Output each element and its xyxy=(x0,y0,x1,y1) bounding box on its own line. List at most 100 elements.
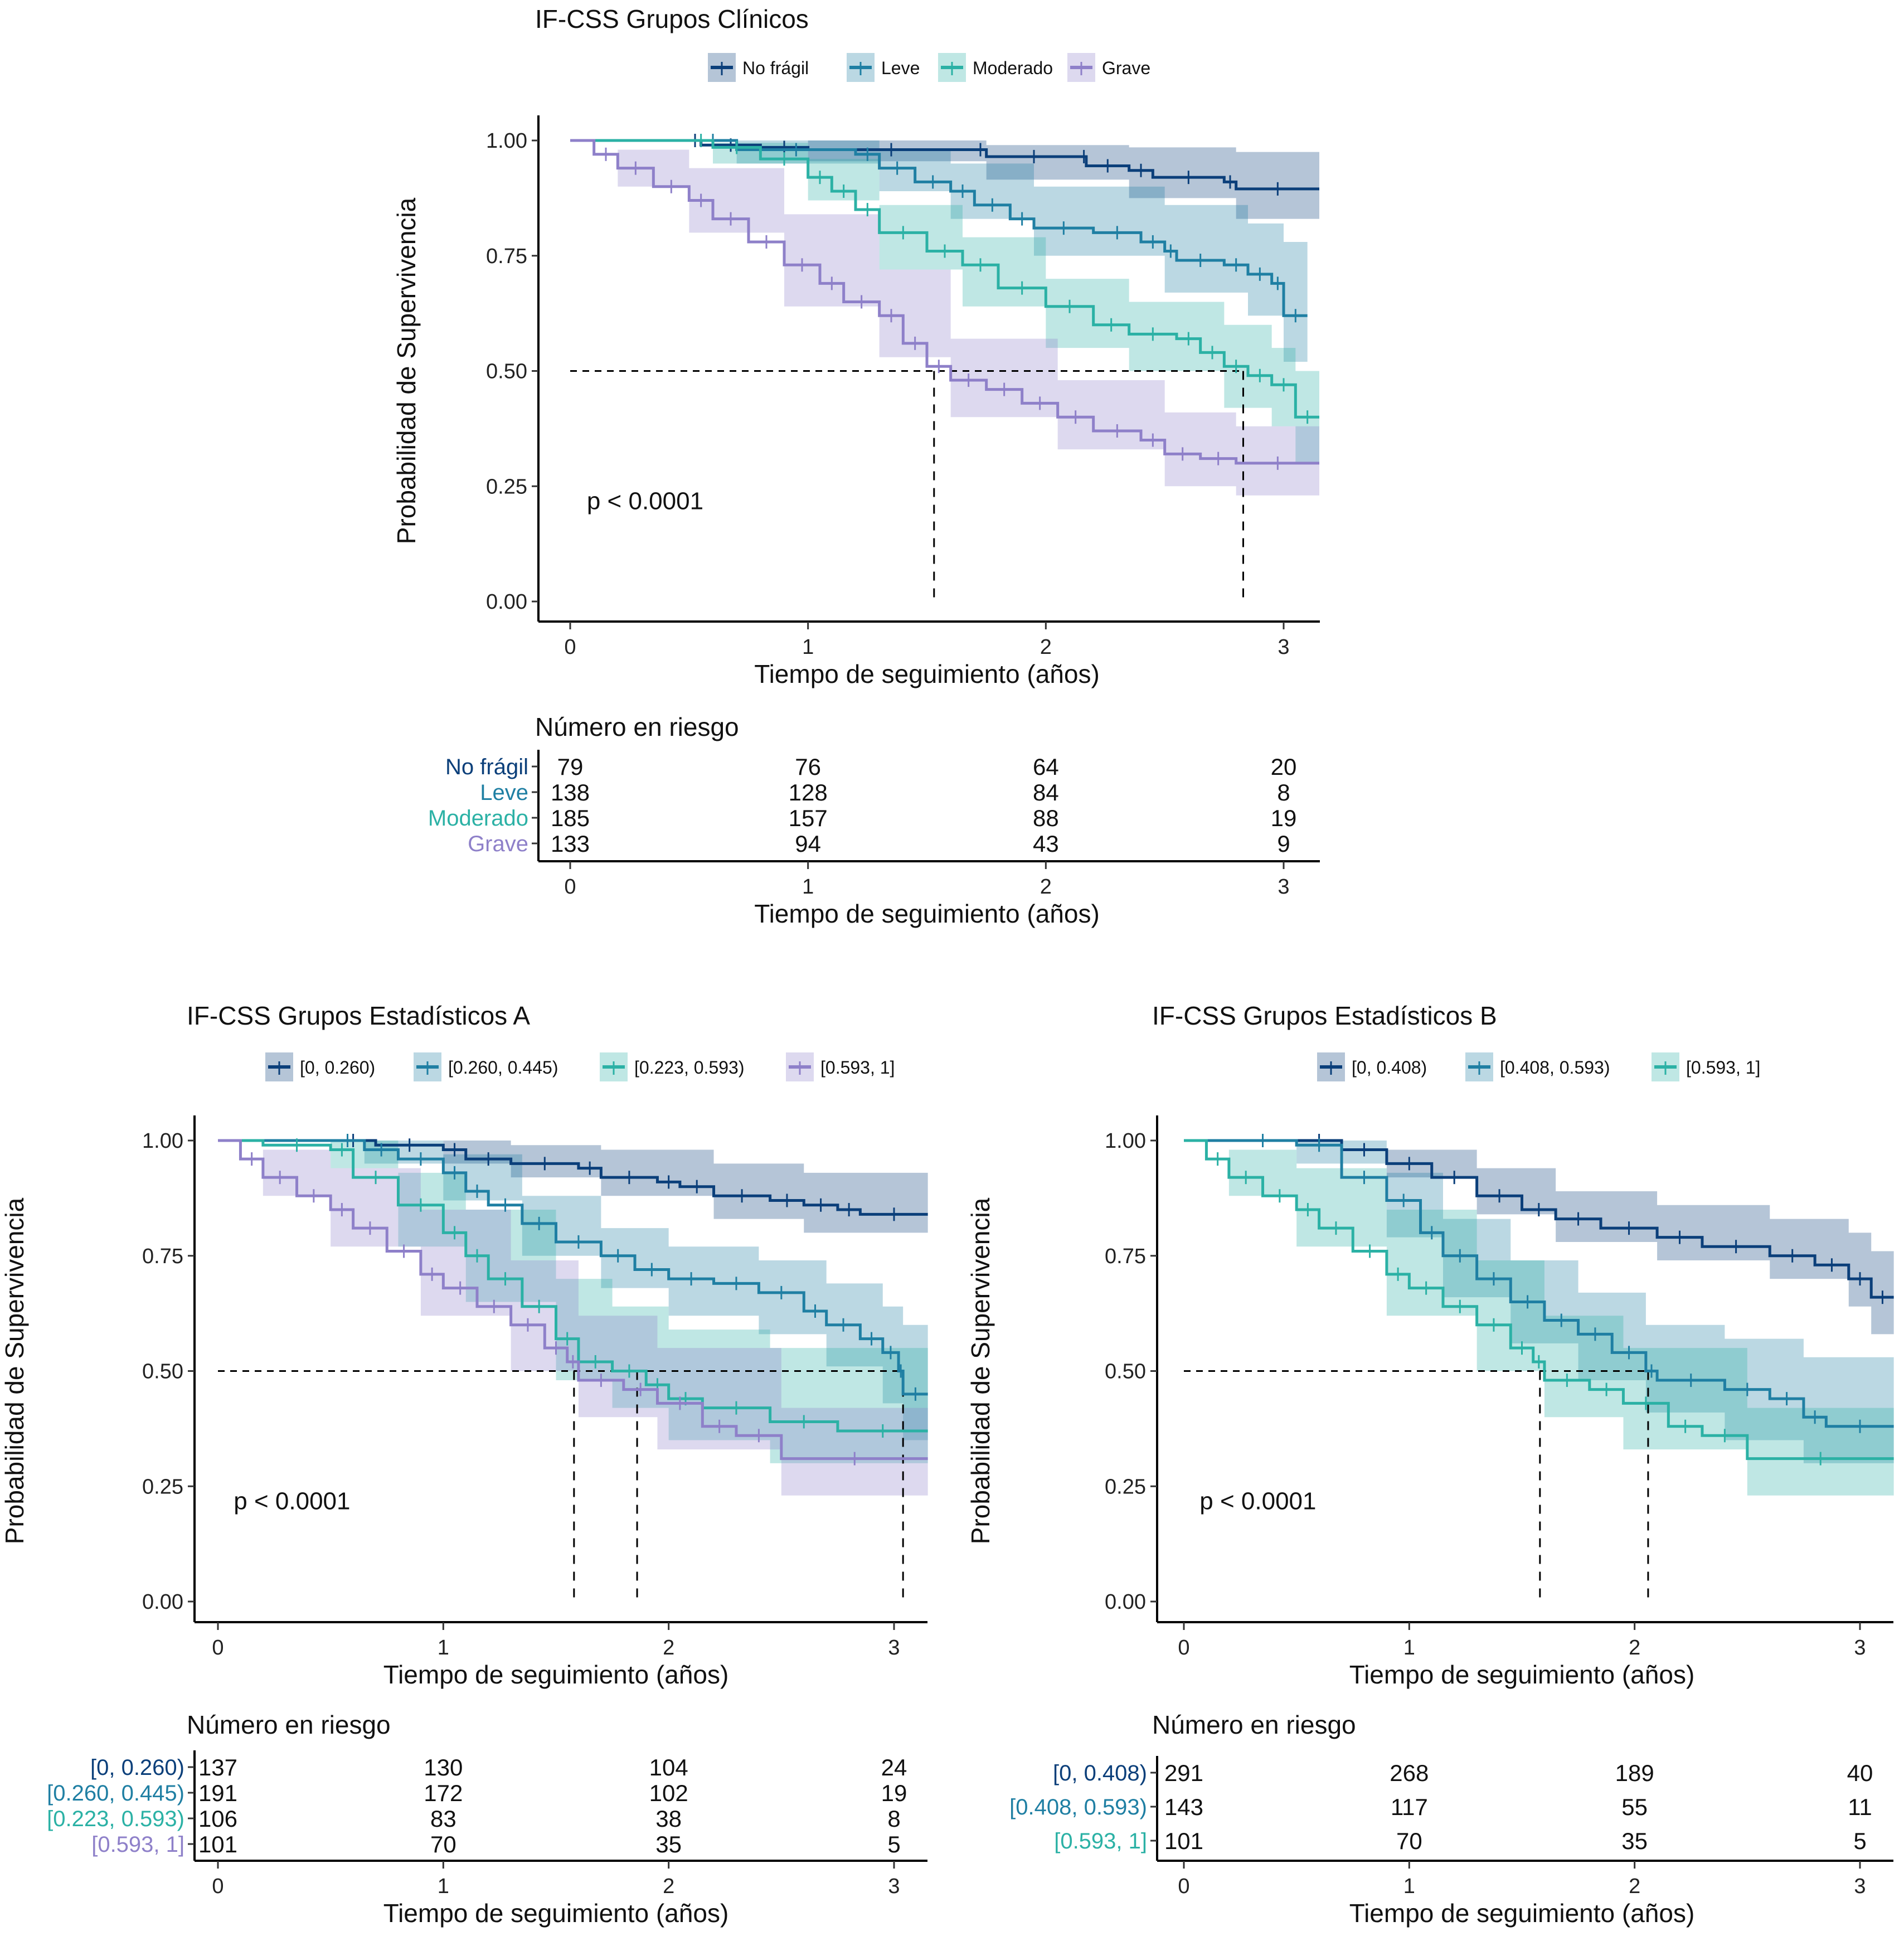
survival-curve xyxy=(218,1139,928,1396)
risk-count: 185 xyxy=(551,805,590,831)
legend-label: [0, 0.408) xyxy=(1352,1057,1427,1078)
risk-count: 137 xyxy=(198,1754,237,1780)
risk-count: 102 xyxy=(649,1780,688,1806)
p-value-annotation: p < 0.0001 xyxy=(1199,1488,1316,1515)
y-axis-title: Probabilidad de Supervivencia xyxy=(0,1197,29,1544)
y-tick-label: 0.50 xyxy=(486,360,527,384)
legend-item: [0.223, 0.593) xyxy=(600,1052,744,1081)
risk-row-label: [0, 0.260) xyxy=(90,1755,184,1780)
risk-count: 55 xyxy=(1621,1794,1648,1820)
confidence-band xyxy=(570,140,1319,496)
risk-count: 268 xyxy=(1390,1760,1429,1786)
legend-label: Grave xyxy=(1102,58,1150,78)
risk-count: 101 xyxy=(1164,1828,1203,1854)
y-tick-label: 0.00 xyxy=(1105,1590,1146,1614)
risk-count: 143 xyxy=(1164,1794,1203,1820)
legend-label: [0, 0.260) xyxy=(300,1057,375,1078)
y-tick-label: 0.75 xyxy=(142,1245,183,1268)
p-value-annotation: p < 0.0001 xyxy=(234,1488,350,1515)
x-tick-label: 0 xyxy=(1178,1636,1189,1660)
risk-x-axis-title: Tiempo de seguimiento (años) xyxy=(754,899,1100,928)
y-axis-title: Probabilidad de Supervivencia xyxy=(392,197,421,544)
risk-count: 157 xyxy=(789,805,828,831)
risk-count: 138 xyxy=(551,779,590,806)
risk-count: 24 xyxy=(881,1754,907,1780)
legend-label: No frágil xyxy=(742,58,809,78)
risk-count: 189 xyxy=(1615,1760,1654,1786)
risk-row-label: [0.593, 1] xyxy=(91,1832,184,1857)
confidence-band xyxy=(1184,1141,1894,1496)
risk-x-tick-label: 3 xyxy=(888,1875,900,1898)
risk-row-label: Moderado xyxy=(428,806,528,831)
legend-item: Grave xyxy=(1067,53,1150,82)
risk-x-tick-label: 2 xyxy=(1040,875,1052,899)
risk-x-tick-label: 2 xyxy=(663,1875,674,1898)
x-axis-title: Tiempo de seguimiento (años) xyxy=(383,1660,729,1689)
legend-label: [0.260, 0.445) xyxy=(448,1057,558,1078)
legend-item: Moderado xyxy=(938,53,1053,82)
x-tick-label: 0 xyxy=(212,1636,224,1660)
x-axis-title: Tiempo de seguimiento (años) xyxy=(754,659,1100,688)
chart-title: IF-CSS Grupos Estadísticos B xyxy=(1152,1001,1497,1030)
risk-count: 291 xyxy=(1164,1760,1203,1786)
risk-x-tick-label: 3 xyxy=(1854,1875,1866,1898)
risk-count: 70 xyxy=(1396,1828,1422,1854)
risk-count: 35 xyxy=(1621,1828,1648,1854)
x-tick-label: 1 xyxy=(802,635,814,659)
y-tick-label: 0.50 xyxy=(1105,1360,1146,1384)
legend-label: [0.223, 0.593) xyxy=(634,1057,744,1078)
risk-table-title: Número en riesgo xyxy=(1152,1710,1356,1739)
confidence-band xyxy=(218,1141,928,1440)
risk-count: 43 xyxy=(1033,831,1059,857)
risk-x-tick-label: 1 xyxy=(1403,1875,1415,1898)
risk-x-tick-label: 1 xyxy=(802,875,814,899)
risk-row-label: [0.223, 0.593) xyxy=(47,1807,184,1831)
risk-count: 11 xyxy=(1848,1794,1872,1820)
risk-count: 130 xyxy=(424,1754,463,1780)
y-tick-label: 1.00 xyxy=(142,1129,183,1153)
confidence-band xyxy=(570,140,1319,219)
confidence-band xyxy=(570,140,1308,362)
y-tick-label: 0.75 xyxy=(1105,1245,1146,1268)
risk-count: 19 xyxy=(881,1780,907,1806)
survival-curve xyxy=(570,139,1319,419)
x-tick-label: 1 xyxy=(438,1636,449,1660)
risk-count: 79 xyxy=(557,754,584,780)
y-tick-label: 0.50 xyxy=(142,1360,183,1384)
chart-title: IF-CSS Grupos Clínicos xyxy=(535,4,809,33)
y-tick-label: 1.00 xyxy=(486,129,527,153)
risk-count: 40 xyxy=(1847,1760,1873,1786)
risk-count: 5 xyxy=(1853,1828,1866,1854)
y-axis-title: Probabilidad de Supervivencia xyxy=(966,1197,995,1544)
risk-x-tick-label: 0 xyxy=(564,875,576,899)
confidence-band xyxy=(1184,1141,1894,1473)
survival-curve xyxy=(570,139,1308,317)
risk-row-label: Leve xyxy=(480,780,528,805)
y-tick-label: 0.75 xyxy=(486,245,527,268)
risk-row-label: [0.260, 0.445) xyxy=(47,1781,184,1806)
survival-curve xyxy=(570,139,1319,465)
legend-item: [0.408, 0.593) xyxy=(1465,1052,1610,1081)
legend-item: [0.593, 1] xyxy=(786,1052,895,1081)
survival-curve xyxy=(570,139,1319,191)
risk-x-tick-label: 0 xyxy=(212,1875,224,1898)
legend-label: [0.593, 1] xyxy=(1686,1057,1760,1078)
confidence-band xyxy=(218,1141,928,1473)
risk-count: 8 xyxy=(887,1806,900,1832)
y-tick-label: 0.25 xyxy=(486,475,527,498)
legend-label: [0.408, 0.593) xyxy=(1500,1057,1610,1078)
risk-count: 106 xyxy=(198,1806,237,1832)
risk-count: 84 xyxy=(1033,779,1059,806)
x-tick-label: 0 xyxy=(564,635,576,659)
risk-row-label: Grave xyxy=(468,832,528,856)
risk-count: 117 xyxy=(1391,1794,1428,1820)
y-tick-label: 1.00 xyxy=(1105,1129,1146,1153)
confidence-band xyxy=(1184,1141,1894,1335)
legend-item: [0.593, 1] xyxy=(1652,1052,1760,1081)
confidence-band xyxy=(218,1141,928,1242)
x-tick-label: 1 xyxy=(1403,1636,1415,1660)
risk-count: 70 xyxy=(430,1831,456,1857)
risk-count: 35 xyxy=(655,1831,682,1857)
risk-count: 191 xyxy=(198,1780,237,1806)
